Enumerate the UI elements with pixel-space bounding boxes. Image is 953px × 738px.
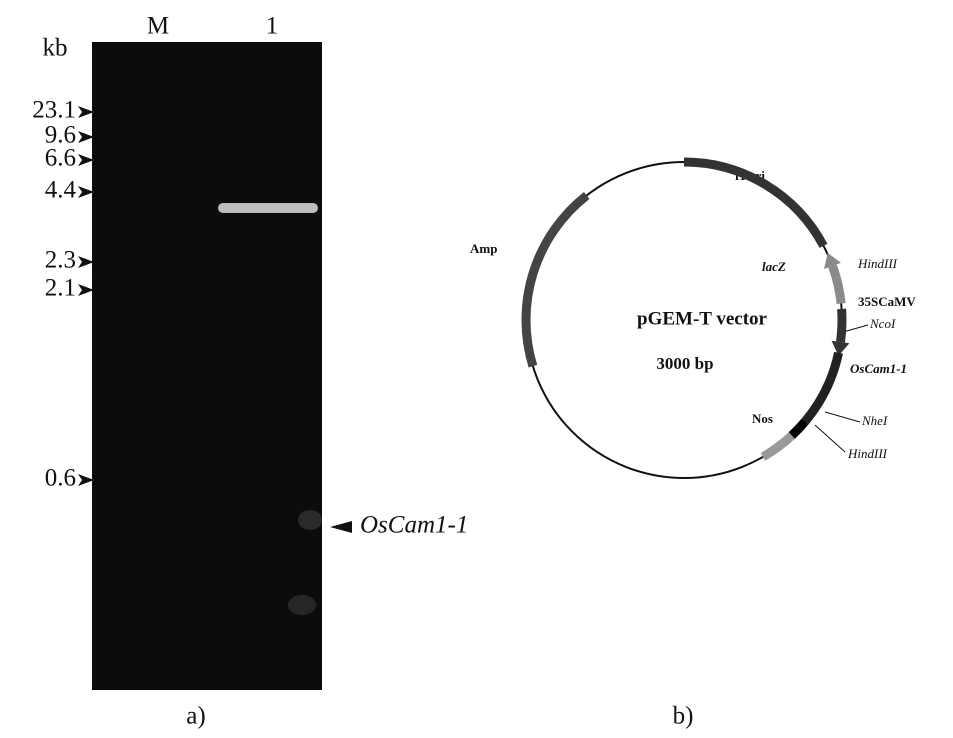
feature-label: 35SCaMV — [858, 294, 916, 309]
feature-arc — [763, 436, 792, 457]
marker-label: 0.6 — [45, 465, 76, 492]
plasmid-panel: pGEM-T vector 3000 bp f1 ori Amp lacZ Hi… — [470, 162, 916, 730]
marker-arrow — [78, 256, 94, 268]
band-label: OsCam1-1 — [360, 512, 468, 539]
gel — [92, 42, 322, 690]
site-label: HindIII — [857, 256, 898, 271]
feature-label: lacZ — [762, 259, 786, 274]
site-label: NcoI — [869, 316, 896, 331]
site-label: HindIII — [847, 446, 888, 461]
arrow — [330, 521, 352, 533]
plasmid-name: pGEM-T vector — [637, 308, 768, 329]
marker-label: 6.6 — [45, 145, 76, 172]
caption: a) — [186, 703, 205, 730]
feature-arc — [832, 266, 841, 304]
marker-label: 23.1 — [32, 97, 76, 124]
plasmid-size: 3000 bp — [656, 354, 713, 373]
marker-arrow — [78, 474, 94, 486]
gel-spot — [298, 510, 322, 530]
feature-arc — [684, 162, 824, 246]
caption: b) — [673, 703, 694, 730]
leader — [825, 412, 860, 422]
leader — [843, 325, 868, 332]
marker-arrow — [78, 284, 94, 296]
marker-label: 4.4 — [45, 177, 77, 204]
feature-arc — [792, 422, 805, 436]
lane-label: M — [147, 13, 169, 40]
feature-arc — [840, 309, 842, 342]
feature-label: OsCam1-1 — [850, 361, 907, 376]
unit-label: kb — [43, 35, 68, 62]
gel-panel: kb M 1 23.19.66.64.42.32.10.6 OsCam1-1 a… — [32, 13, 468, 730]
site-label: NheI — [861, 413, 888, 428]
figure: kb M 1 23.19.66.64.42.32.10.6 OsCam1-1 a… — [0, 0, 953, 738]
marker-arrow — [78, 154, 94, 166]
marker-arrow — [78, 131, 94, 143]
marker-arrow — [78, 106, 94, 118]
feature-arc — [805, 353, 839, 422]
gel-band — [218, 203, 318, 213]
marker-label: 2.3 — [45, 247, 76, 274]
marker-arrow — [78, 186, 94, 198]
lane-label: 1 — [266, 13, 279, 40]
leader — [815, 425, 845, 452]
feature-label: Amp — [470, 241, 497, 256]
feature-label: Nos — [752, 411, 773, 426]
marker-label: 2.1 — [45, 275, 76, 302]
gel-spot — [288, 595, 316, 615]
feature-arc — [526, 195, 587, 366]
